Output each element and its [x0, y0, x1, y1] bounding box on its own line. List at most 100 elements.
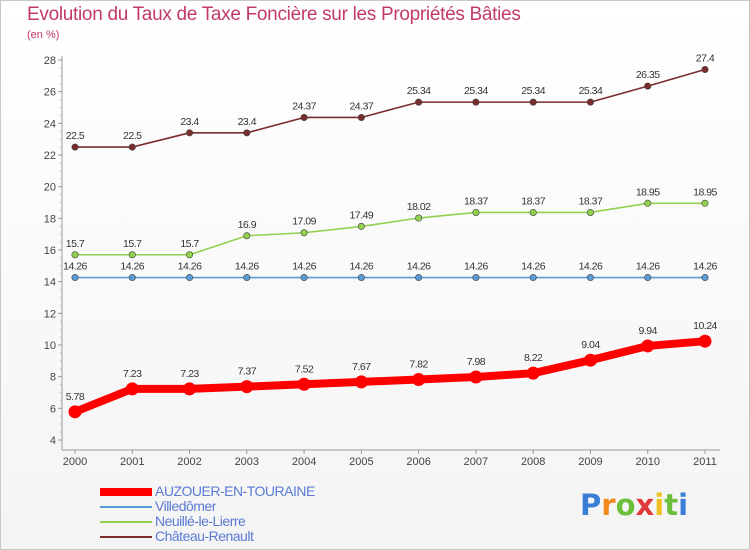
data-label: 25.34	[579, 85, 603, 97]
legend-label-auzouer: AUZOUER-EN-TOURAINE	[155, 483, 315, 499]
data-point	[186, 129, 194, 137]
data-label: 26.35	[636, 69, 660, 81]
logo-letter: P	[580, 488, 602, 522]
y-tick-label: 4	[50, 435, 56, 447]
series-line	[71, 337, 709, 416]
data-point	[472, 208, 480, 216]
data-label: 14.26	[349, 261, 373, 273]
data-label: 7.82	[409, 359, 428, 371]
data-point	[128, 274, 136, 282]
data-label: 9.04	[581, 339, 600, 351]
data-label: 17.49	[349, 209, 373, 221]
data-point	[125, 382, 139, 396]
y-tick-label: 16	[44, 245, 56, 257]
data-label: 14.26	[292, 261, 316, 273]
logo-letter: i	[678, 488, 689, 522]
data-point	[243, 232, 251, 240]
data-point	[357, 274, 365, 282]
y-tick-label: 14	[44, 277, 56, 289]
data-point	[300, 274, 308, 282]
data-label: 8.22	[524, 352, 543, 364]
data-point	[586, 98, 594, 106]
legend-label-chateau-renault: Château-Renault	[155, 528, 254, 544]
data-point	[297, 377, 311, 391]
legend-label-villedomer: Villedômer	[155, 498, 216, 514]
data-label: 14.26	[521, 261, 545, 273]
data-point	[300, 113, 308, 121]
x-tick-label: 2010	[635, 456, 659, 468]
data-label: 24.37	[292, 100, 316, 112]
data-label: 14.26	[235, 261, 259, 273]
x-tick-label: 2001	[120, 456, 144, 468]
legend-swatch-chateau-renault	[100, 535, 152, 538]
data-point	[68, 405, 82, 419]
data-point	[71, 143, 79, 151]
data-label: 7.23	[123, 368, 142, 380]
data-point	[128, 251, 136, 259]
data-label: 22.5	[66, 130, 85, 142]
data-point	[644, 274, 652, 282]
data-label: 16.9	[238, 219, 257, 231]
y-tick-label: 6	[50, 403, 56, 415]
y-tick-label: 18	[44, 213, 56, 225]
y-tick-label: 26	[44, 87, 56, 99]
data-point	[71, 251, 79, 259]
data-point	[357, 113, 365, 121]
data-point	[412, 373, 426, 387]
logo-letter: r	[601, 488, 616, 522]
data-label: 23.4	[180, 116, 199, 128]
data-point	[472, 274, 480, 282]
data-label: 18.37	[464, 195, 488, 207]
legend-item-auzouer: AUZOUER-EN-TOURAINE	[100, 484, 360, 499]
data-point	[586, 274, 594, 282]
data-point	[529, 274, 537, 282]
data-point	[415, 274, 423, 282]
series-line	[74, 68, 706, 148]
y-tick-label: 28	[44, 55, 56, 67]
data-point	[186, 274, 194, 282]
data-point	[701, 199, 709, 207]
x-tick-label: 2003	[235, 456, 259, 468]
proxiti-logo: Proxiti	[580, 488, 688, 522]
data-label: 10.24	[693, 320, 717, 332]
data-label: 22.5	[123, 130, 142, 142]
data-label: 7.67	[352, 361, 371, 373]
data-point	[586, 208, 594, 216]
data-label: 25.34	[407, 85, 431, 97]
logo-letter: t	[664, 488, 679, 522]
data-point	[71, 274, 79, 282]
y-tick-label: 10	[44, 340, 56, 352]
data-label: 23.4	[238, 116, 257, 128]
data-point	[526, 366, 540, 380]
x-tick-label: 2004	[292, 456, 316, 468]
data-label: 14.26	[63, 261, 87, 273]
data-point	[698, 334, 712, 348]
data-point	[529, 208, 537, 216]
legend-swatch-auzouer	[100, 487, 152, 496]
data-label: 14.26	[693, 261, 717, 273]
data-label: 7.98	[467, 356, 486, 368]
x-tick-label: 2005	[349, 456, 373, 468]
y-tick-label: 24	[44, 118, 56, 130]
data-label: 25.34	[521, 85, 545, 97]
chart-title: Evolution du Taux de Taxe Foncière sur l…	[27, 4, 521, 25]
series-line	[74, 202, 706, 256]
legend-item-neuille: Neuillé-le-Lierre	[100, 514, 360, 529]
data-point	[644, 199, 652, 207]
x-tick-label: 2002	[177, 456, 201, 468]
legend-swatch-villedomer	[100, 505, 152, 508]
data-label: 18.37	[579, 195, 603, 207]
data-point	[415, 214, 423, 222]
data-label: 14.26	[464, 261, 488, 273]
data-point	[472, 98, 480, 106]
data-point	[529, 98, 537, 106]
data-label: 15.7	[180, 238, 199, 250]
data-point	[583, 353, 597, 367]
x-tick-label: 2008	[521, 456, 545, 468]
data-label: 15.7	[123, 238, 142, 250]
data-point	[701, 66, 709, 74]
logo-letter: i	[654, 488, 665, 522]
data-label: 7.37	[238, 366, 257, 378]
data-label: 14.26	[120, 261, 144, 273]
